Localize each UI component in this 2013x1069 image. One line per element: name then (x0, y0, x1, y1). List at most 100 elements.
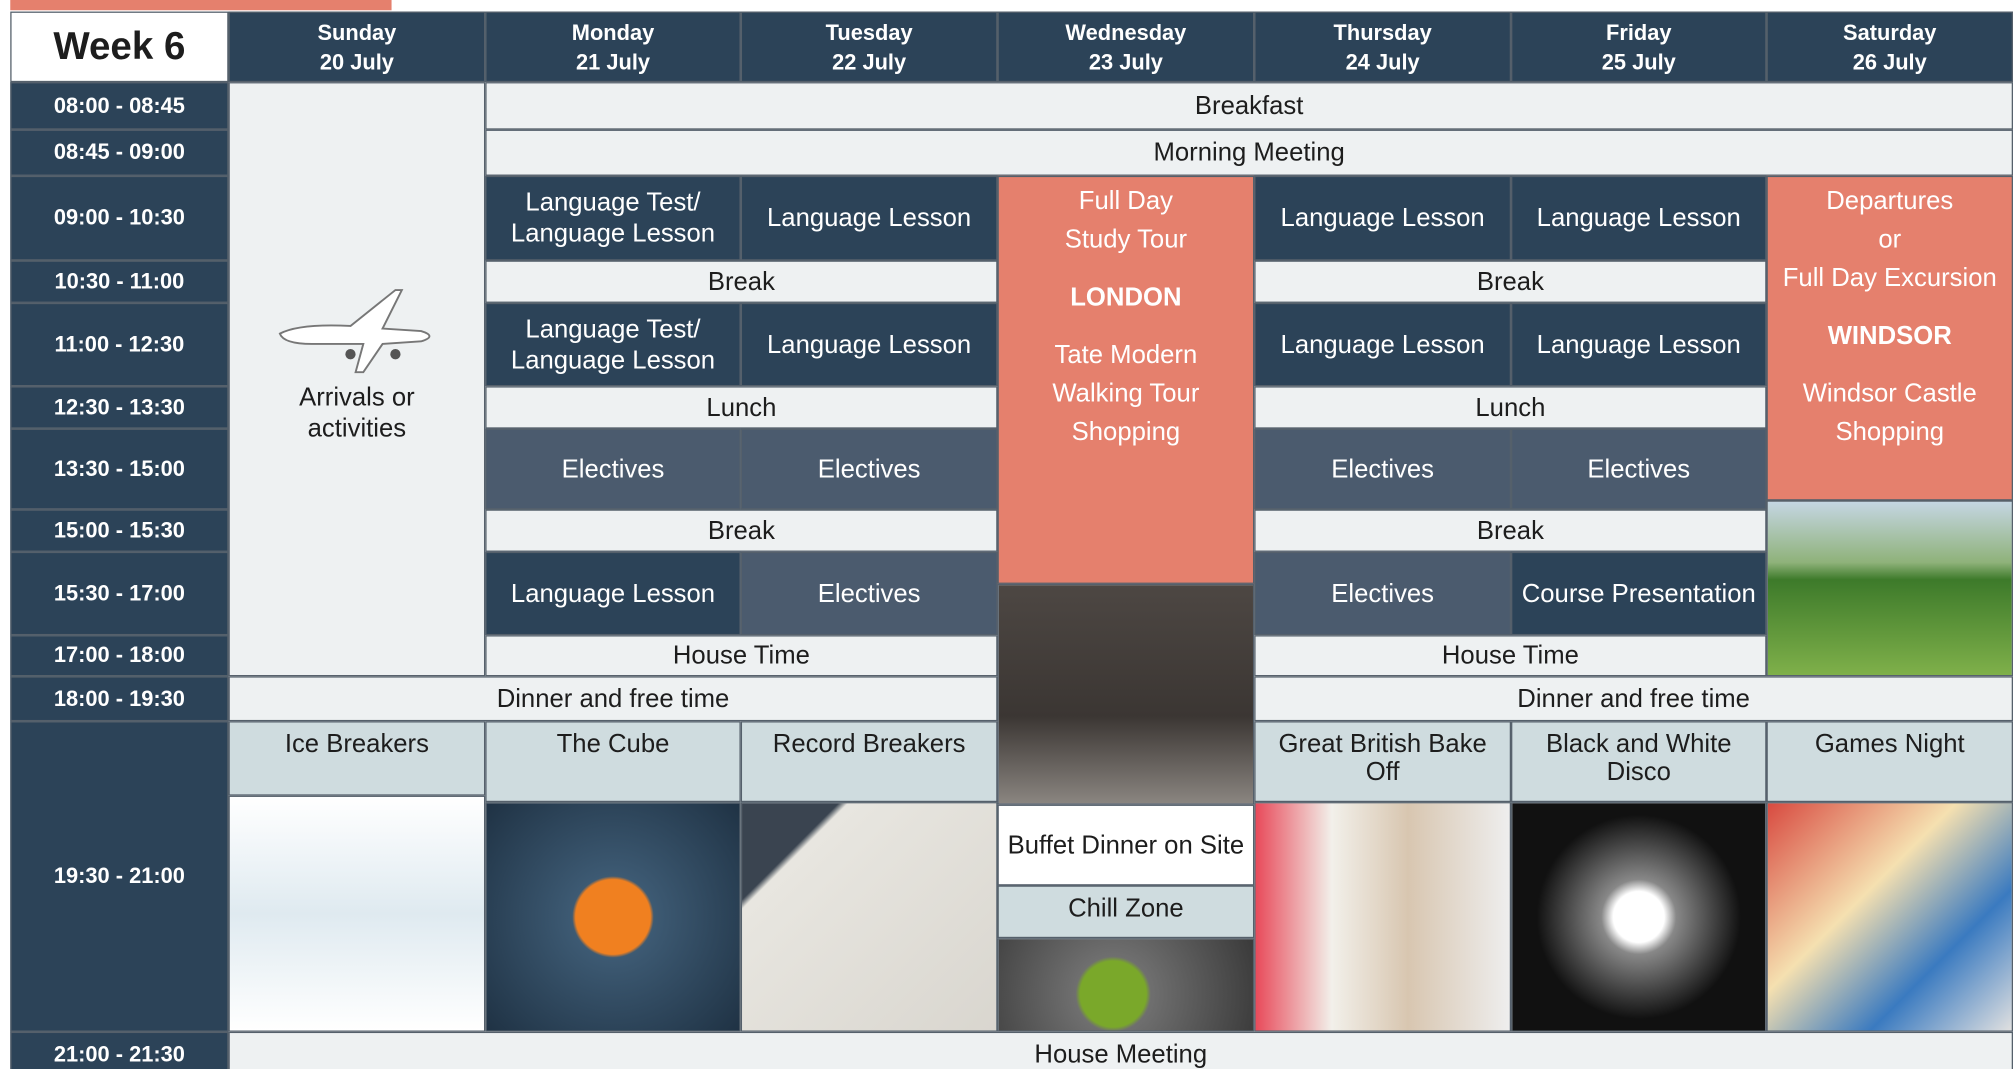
event: Electives (740, 428, 998, 510)
event: Breakfast (485, 82, 2013, 130)
day-date: 21 July (576, 49, 651, 74)
day-day: Tuesday (825, 19, 913, 45)
event: Chill Zone (997, 885, 1255, 939)
time-slot: 13:30 - 15:00 (10, 428, 229, 510)
time-slot: 17:00 - 18:00 (10, 635, 229, 677)
event-line: Shopping (1835, 418, 1945, 447)
day-header: Thursday 24 July (1254, 11, 1512, 83)
event: Electives (1254, 551, 1512, 636)
photo (997, 583, 1255, 805)
event: Lunch (485, 386, 998, 429)
event: Break (485, 260, 998, 303)
accent-bar (10, 0, 392, 11)
event: Electives (485, 428, 741, 510)
photo (997, 938, 1255, 1032)
event-line: Windsor Castle (1802, 379, 1977, 409)
event: Language Test/ Language Lesson (485, 175, 741, 261)
day-day: Monday (571, 19, 655, 45)
event: Ice Breakers (228, 721, 486, 796)
event: Language Lesson (1511, 175, 1767, 261)
event: Departures or Full Day Excursion WINDSOR Win… (1766, 175, 2013, 501)
plane-icon (278, 289, 431, 374)
event-line: Walking Tour (1052, 379, 1200, 409)
event-line: Full Day Excursion (1782, 264, 1997, 293)
event: Games Night (1766, 721, 2013, 803)
day-date: 26 July (1852, 49, 1927, 74)
event: Dinner and free time (1254, 676, 2013, 722)
day-day: Wednesday (1065, 19, 1187, 45)
photo (1511, 802, 1767, 1032)
event-line: Tate Modern (1054, 341, 1198, 370)
day-day: Friday (1606, 19, 1672, 45)
event: Dinner and free time (228, 676, 998, 722)
event: Break (485, 509, 998, 552)
time-slot: 19:30 - 21:00 (10, 721, 229, 1032)
event: Language Lesson (1254, 175, 1512, 261)
week-label: Week 6 (10, 11, 229, 83)
event: Language Lesson (740, 175, 998, 261)
event-line: Study Tour (1064, 225, 1188, 255)
event: Record Breakers (740, 721, 998, 803)
event: Language Lesson (1254, 302, 1512, 387)
event: Language Test/ Language Lesson (485, 302, 741, 387)
event-line: Departures (1826, 187, 1954, 216)
event: Electives (1254, 428, 1512, 510)
photo (1766, 802, 2013, 1032)
event: Language Lesson (485, 551, 741, 636)
event: Course Presentation (1511, 551, 1767, 636)
time-slot: 18:00 - 19:30 (10, 676, 229, 722)
photo (485, 802, 741, 1032)
event: House Time (1254, 635, 1767, 677)
photo (1254, 802, 1512, 1032)
event: Break (1254, 260, 1767, 303)
day-day: Thursday (1333, 19, 1432, 45)
day-date: 22 July (832, 49, 907, 74)
event-line: WINDSOR (1827, 322, 1952, 351)
event: House Meeting (228, 1031, 2013, 1069)
time-slot: 15:00 - 15:30 (10, 509, 229, 552)
photo (228, 795, 486, 1032)
time-slot: 08:00 - 08:45 (10, 82, 229, 130)
day-date: 25 July (1601, 49, 1676, 74)
event: Electives (1511, 428, 1767, 510)
photo (740, 802, 998, 1032)
event-line: LONDON (1070, 283, 1182, 312)
event: Buffet Dinner on Site (997, 804, 1255, 886)
time-slot: 11:00 - 12:30 (10, 302, 229, 387)
day-header: Wednesday 23 July (997, 11, 1255, 83)
photo (1766, 500, 2013, 677)
event: Full Day Study Tour LONDON Tate Modern Walki… (997, 175, 1255, 584)
event-line: Shopping (1071, 418, 1181, 447)
time-slot: 09:00 - 10:30 (10, 175, 229, 261)
day-date: 20 July (319, 49, 394, 74)
day-header: Friday 25 July (1511, 11, 1767, 83)
event: House Time (485, 635, 998, 677)
event: The Cube (485, 721, 741, 803)
event-line: Full Day (1078, 187, 1173, 216)
event-text: Arrivals or activities (299, 383, 415, 443)
event: Lunch (1254, 386, 1767, 429)
time-slot: 12:30 - 13:30 (10, 386, 229, 429)
day-day: Saturday (1843, 19, 1937, 45)
event: Break (1254, 509, 1767, 552)
day-date: 24 July (1345, 49, 1420, 74)
event: Arrivals or activities (228, 82, 486, 677)
event-line: or (1878, 225, 1902, 255)
event: Morning Meeting (485, 129, 2013, 176)
event: Black and White Disco (1511, 721, 1767, 803)
day-date: 23 July (1088, 49, 1163, 74)
time-slot: 21:00 - 21:30 (10, 1031, 229, 1069)
time-slot: 08:45 - 09:00 (10, 129, 229, 176)
day-header: Sunday 20 July (228, 11, 486, 83)
event: Great British Bake Off (1254, 721, 1512, 803)
day-header: Tuesday 22 July (740, 11, 998, 83)
event: Electives (740, 551, 998, 636)
event: Language Lesson (740, 302, 998, 387)
time-slot: 15:30 - 17:00 (10, 551, 229, 636)
day-header: Monday 21 July (485, 11, 741, 83)
event: Language Lesson (1511, 302, 1767, 387)
time-slot: 10:30 - 11:00 (10, 260, 229, 303)
day-day: Sunday (317, 19, 397, 45)
